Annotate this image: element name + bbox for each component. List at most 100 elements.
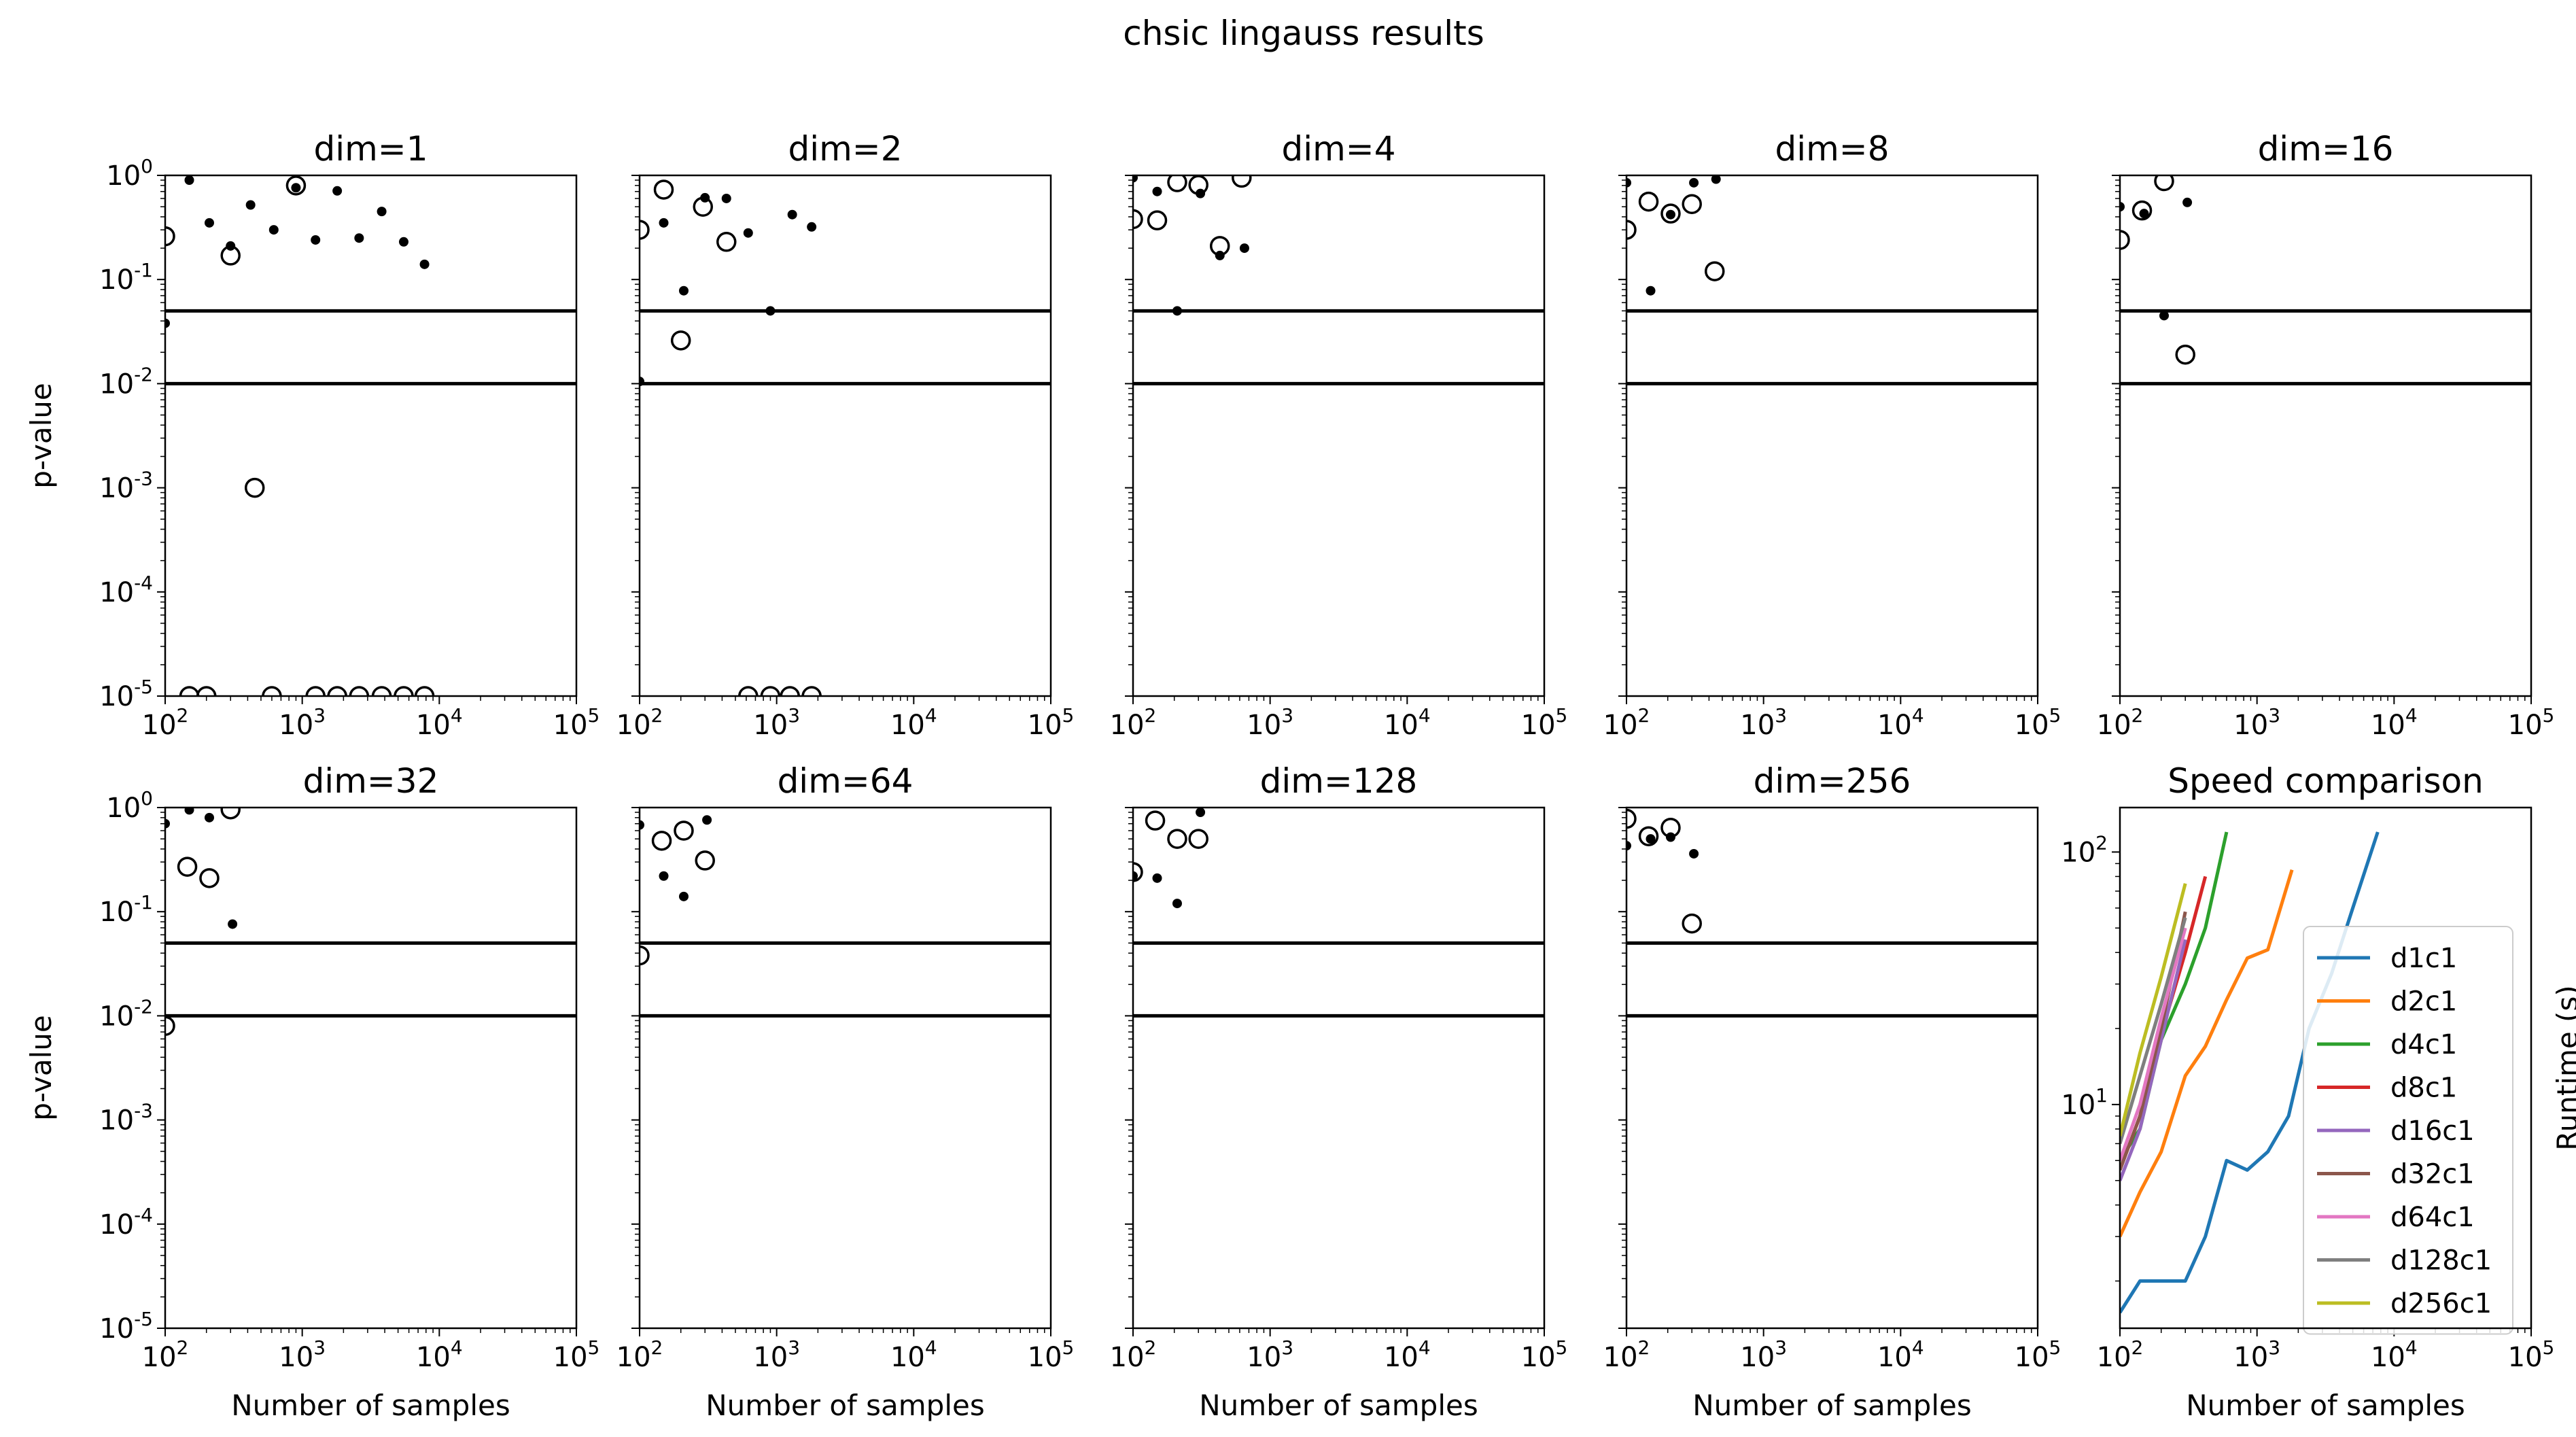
y-axis-label: p-value	[24, 383, 58, 488]
dot-point	[1689, 848, 1699, 859]
dot-point	[419, 259, 430, 269]
x-tick-label: 105	[1521, 1336, 1568, 1373]
x-tick-label: 105	[2015, 704, 2061, 741]
subplot-8: dim=128 102 103 104 105 Number of samples	[1110, 761, 1568, 1422]
axes-frame	[164, 174, 578, 697]
dot-point	[354, 233, 364, 243]
y-tick-label: 102	[2061, 831, 2108, 868]
open-circle-point	[1682, 194, 1702, 214]
open-circle-point	[640, 945, 650, 966]
open-circle-point	[1682, 913, 1702, 934]
dot-point	[1215, 250, 1225, 260]
dot-point	[2139, 209, 2149, 219]
dot-point	[204, 812, 214, 823]
figure-title: chsic lingauss results	[1123, 14, 1484, 53]
subplot-title: dim=2	[788, 129, 902, 169]
open-circle-point	[2154, 175, 2174, 192]
legend: d1c1 d2c1 d4c1 d8c1 d16c1 d32c1 d64c1 d128c1 d25…	[2303, 926, 2513, 1335]
open-circle-point	[640, 220, 650, 240]
x-tick-label: 102	[2097, 1336, 2144, 1373]
x-tick-label: 104	[890, 704, 937, 741]
subplot-title: dim=16	[2258, 129, 2394, 169]
open-circle-point	[1188, 829, 1208, 849]
open-circle-point	[760, 686, 781, 696]
y-tick-label: 10-4	[99, 572, 153, 608]
open-circle-point	[695, 850, 715, 871]
dot-point	[165, 318, 170, 328]
subplot-title: dim=256	[1754, 761, 1911, 801]
plot-area	[165, 808, 576, 1036]
open-circle-point	[1133, 209, 1143, 230]
dot-point	[1196, 188, 1206, 198]
x-tick-label: 102	[142, 1336, 189, 1373]
x-axis-label: Number of samples	[706, 1389, 984, 1422]
legend-label: d4c1	[2390, 1029, 2457, 1060]
dot-point	[291, 183, 301, 193]
open-circle-point	[653, 179, 674, 200]
subplot-3: dim=4 102 103 104 105	[1110, 129, 1568, 741]
x-tick-label: 102	[1110, 1336, 1157, 1373]
open-circle-point	[244, 477, 265, 498]
dot-point	[700, 192, 710, 203]
y-tick-label: 10-1	[99, 891, 153, 928]
x-tick-label: 105	[553, 1336, 600, 1373]
subplot-2: dim=2 102 103 104 105	[616, 129, 1075, 741]
dot-point	[807, 222, 817, 232]
x-tick-label: 102	[142, 704, 189, 741]
dot-point	[1646, 285, 1656, 296]
x-tick-label: 103	[1247, 704, 1293, 741]
open-circle-point	[394, 686, 414, 696]
y-tick-label: 10-3	[99, 468, 153, 504]
plot-area	[1133, 808, 1544, 1018]
dot-point	[245, 200, 256, 210]
subplot-title: dim=32	[303, 761, 439, 801]
dot-point	[765, 306, 776, 316]
dot-point	[1133, 871, 1138, 881]
subplot-title: dim=128	[1260, 761, 1418, 801]
dot-point	[1646, 834, 1656, 844]
legend-label: d256c1	[2390, 1288, 2492, 1319]
plot-area	[640, 815, 1051, 1018]
subplot-1: dim=1 102 103 104 105 10-5 10-4 10-3 10-2 10-1 100…	[24, 129, 599, 741]
x-tick-label: 102	[1603, 1336, 1650, 1373]
y-tick-label: 101	[2061, 1084, 2108, 1121]
open-circle-point	[670, 330, 691, 351]
axes-frame	[2119, 174, 2533, 697]
x-axis-label: Number of samples	[1199, 1389, 1478, 1422]
x-tick-label: 104	[2371, 1336, 2418, 1373]
x-axis-label: Number of samples	[1692, 1389, 1971, 1422]
y-tick-label: 100	[106, 155, 153, 192]
dot-point	[184, 808, 194, 815]
x-tick-label: 103	[753, 704, 800, 741]
plot-area	[2120, 175, 2531, 385]
dot-point	[1152, 873, 1162, 883]
open-circle-point	[651, 831, 672, 851]
open-circle-point	[2175, 344, 2195, 365]
subplot-title: dim=64	[778, 761, 913, 801]
dot-point	[1152, 186, 1162, 196]
y-tick-label: 10-5	[99, 676, 153, 712]
legend-label: d128c1	[2390, 1245, 2492, 1277]
open-circle-point	[177, 856, 198, 877]
subplot-title: dim=1	[313, 129, 428, 169]
x-tick-label: 105	[1028, 704, 1075, 741]
dot-point	[228, 919, 238, 929]
x-tick-label: 104	[890, 1336, 937, 1373]
dot-point	[398, 237, 408, 247]
dot-point	[659, 218, 669, 228]
plot-area	[1133, 175, 1544, 385]
dot-point	[2159, 311, 2169, 321]
open-circle-point	[262, 686, 282, 696]
subplot-10: Speed comparison 102 103 104 105 101 102 d1c1 d2…	[2061, 761, 2576, 1422]
x-tick-label: 105	[553, 704, 600, 741]
dot-point	[640, 820, 644, 830]
x-tick-label: 104	[416, 1336, 463, 1373]
open-circle-point	[1626, 220, 1637, 240]
open-circle-point	[285, 175, 307, 196]
dot-point	[268, 225, 279, 235]
subplot-title: dim=8	[1775, 129, 1889, 169]
dot-point	[1626, 841, 1631, 851]
y-tick-label: 10-2	[99, 995, 153, 1032]
plot-area	[640, 179, 1051, 696]
